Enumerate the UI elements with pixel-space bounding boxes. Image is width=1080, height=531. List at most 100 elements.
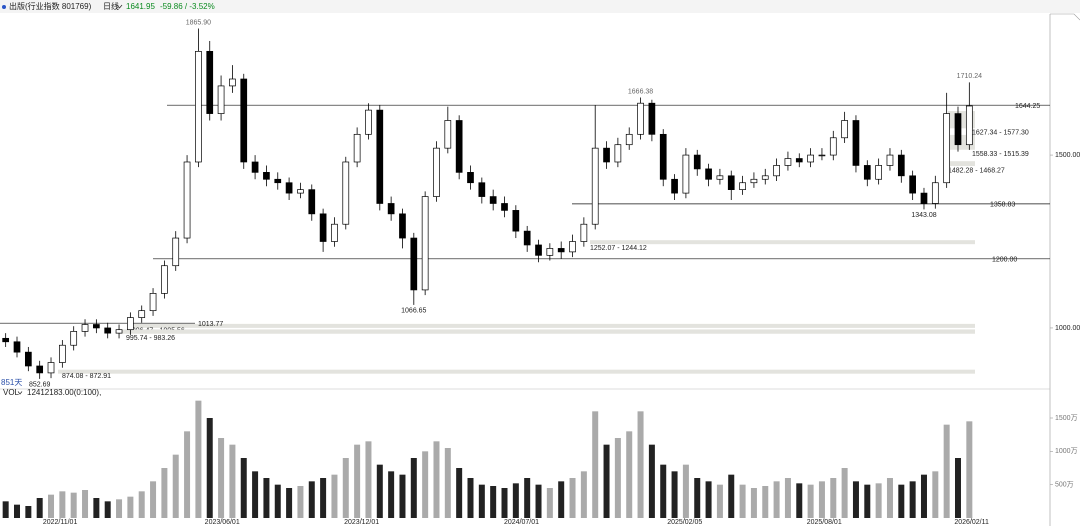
volume-bar: [70, 492, 77, 518]
candle-body: [852, 120, 860, 166]
x-tick-label: 2024/07/01: [504, 519, 539, 526]
zone-label: 1252.07 - 1244.12: [590, 245, 647, 252]
volume-bar: [886, 478, 893, 518]
candle-body: [750, 178, 758, 184]
volume-bar: [501, 488, 508, 518]
volume-bar: [716, 484, 723, 518]
volume-bar: [694, 478, 701, 518]
candle-body: [376, 109, 384, 204]
volume-bar: [59, 491, 66, 518]
candle-body: [59, 344, 66, 363]
candle-body: [557, 248, 565, 253]
volume-bar: [36, 498, 43, 518]
y-tick-label: 1000万: [1055, 447, 1078, 455]
candle-body: [353, 133, 361, 163]
candle-body: [954, 113, 962, 146]
candle-body: [625, 133, 633, 146]
header-title[interactable]: 出版(行业指数 801769): [9, 1, 92, 11]
volume-bar: [14, 504, 21, 518]
volume-bar: [750, 488, 757, 518]
candle-body: [251, 161, 259, 173]
candle-body: [739, 182, 746, 190]
volume-bar: [660, 464, 667, 518]
volume-bar: [648, 444, 655, 518]
candle-body: [693, 154, 701, 170]
volume-bar: [410, 458, 417, 518]
volume-bar: [954, 458, 961, 518]
header-change: -59.86 / -3.52%: [160, 2, 215, 11]
candle-body: [206, 50, 214, 114]
candle-body: [2, 337, 10, 343]
volume-bar: [830, 478, 837, 518]
volume-bar: [399, 474, 406, 518]
volume-bar: [852, 481, 859, 518]
candle-body: [875, 165, 882, 180]
volume-bar: [739, 484, 746, 518]
candle-body: [36, 365, 44, 374]
y-tick-label: 1500万: [1055, 414, 1078, 422]
volume-bar: [263, 478, 270, 518]
volume-bar: [422, 451, 429, 518]
candle-body: [795, 158, 803, 163]
volume-bar: [920, 474, 927, 518]
level-label: 1358.83: [990, 202, 1015, 209]
candle-body: [943, 113, 951, 184]
volume-bar: [467, 478, 474, 518]
candle-body: [920, 192, 928, 204]
candle-body: [93, 324, 100, 329]
candle-body: [172, 237, 180, 267]
volume-bar: [93, 498, 100, 518]
volume-bar: [796, 483, 803, 518]
volume-bar: [320, 478, 327, 518]
volume-bar: [456, 468, 463, 518]
candle-body: [523, 230, 531, 246]
header-price: 1641.95: [126, 2, 155, 11]
volume-bar: [875, 483, 882, 518]
header-bar: [0, 0, 1080, 13]
candle-body: [433, 147, 440, 197]
volume-bar: [2, 501, 9, 518]
volume-bar: [286, 488, 293, 518]
candle-body: [716, 175, 724, 180]
volume-bar: [864, 484, 871, 518]
vol-label[interactable]: VOL: [3, 388, 20, 397]
volume-bar: [841, 468, 848, 518]
volume-bar: [603, 444, 610, 518]
candle-body: [274, 178, 282, 184]
vol-info: 12412183.00(0:100),: [27, 388, 101, 397]
volume-bar: [478, 484, 485, 518]
candle-body: [818, 154, 826, 157]
candle-body: [229, 78, 236, 87]
candle-body: [671, 178, 678, 194]
candle-body: [240, 78, 248, 163]
volume-bar: [671, 471, 678, 518]
candle-body: [319, 213, 327, 242]
volume-bar: [308, 481, 315, 518]
candle-body: [297, 189, 304, 194]
candle-body: [603, 147, 610, 163]
candle-body: [421, 196, 429, 291]
candle-body: [965, 105, 973, 146]
candle-body: [195, 50, 202, 163]
candle-body: [863, 165, 871, 180]
volume-bar: [365, 441, 372, 518]
candle-body: [24, 351, 32, 367]
volume-bar: [490, 486, 497, 518]
candle-body: [410, 237, 418, 291]
volume-bar: [252, 471, 259, 518]
volume-bar: [25, 506, 32, 518]
header-period[interactable]: 日线: [103, 1, 119, 11]
volume-bar: [728, 474, 735, 518]
dropdown-icon[interactable]: [17, 391, 23, 395]
level-label: 1200.00: [992, 257, 1017, 264]
candle-body: [161, 265, 168, 294]
volume-bar: [172, 454, 179, 518]
peak-label: 1666.38: [628, 88, 653, 95]
candle-body: [829, 137, 837, 156]
volume-bar: [297, 486, 304, 518]
candle-body: [149, 293, 157, 312]
dropdown-icon[interactable]: [116, 4, 123, 9]
peak-label: 1710.24: [957, 73, 982, 80]
volume-bar: [637, 411, 644, 518]
candle-body: [263, 172, 270, 180]
